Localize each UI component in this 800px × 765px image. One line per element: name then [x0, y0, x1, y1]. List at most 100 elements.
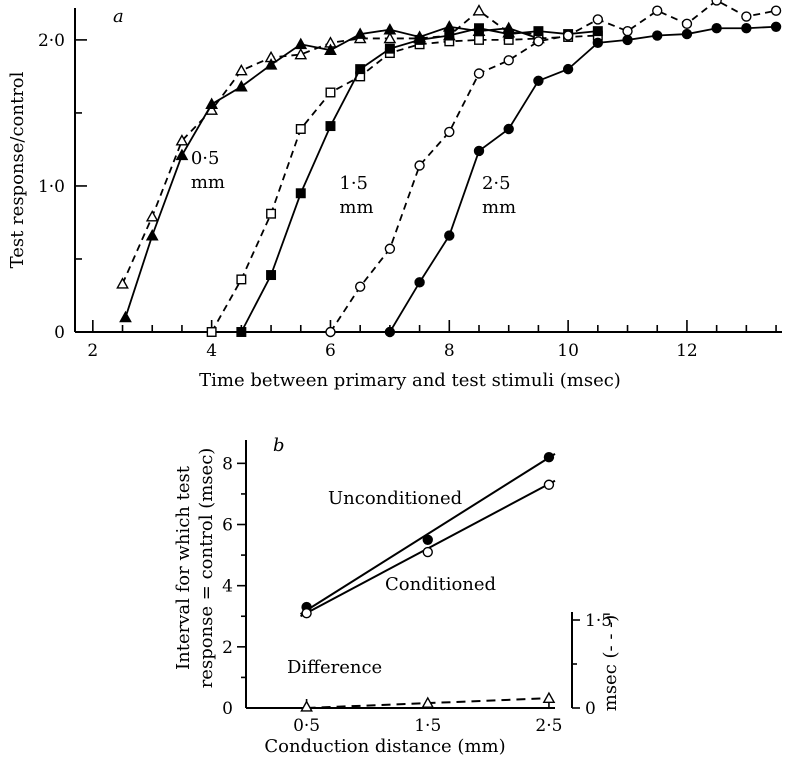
panel-a-x-tick-label: 2	[87, 341, 98, 361]
panel-a-series-5-point	[473, 145, 485, 157]
panel-a-annotation-0: mm	[191, 172, 225, 193]
panel-a-series-2-point	[206, 327, 217, 337]
panel-a-series-0-point	[234, 63, 248, 76]
panel-b-series-0-point	[543, 452, 555, 463]
panel-a-y-tick-label: 2·0	[38, 31, 65, 51]
panel-b-letter: b	[273, 435, 285, 456]
panel-a-series-3-point	[503, 29, 514, 40]
panel-a-series-4-line	[329, 0, 777, 333]
panel-a-series-0-point	[116, 277, 129, 289]
panel-a-series-2-point	[325, 87, 336, 98]
panel-a-x-tick-label: 8	[444, 341, 455, 361]
panel-b-y-label-line2: response = control (msec)	[196, 448, 217, 689]
panel-a-y-tick-label: 0	[54, 323, 65, 343]
panel-a-series-4-point	[711, 0, 722, 6]
panel-a-series-2-point	[236, 274, 247, 285]
panel-a-series-3-point	[592, 26, 603, 37]
panel-b-y-tick-label: 2	[222, 638, 233, 658]
panel-a-ticks: 2 4 6 8 10 12 0 1·0 2·0	[38, 31, 777, 361]
panel-a-letter: a	[113, 6, 124, 27]
panel-a-series-5-line	[389, 25, 777, 333]
panel-a-series-3-point	[444, 30, 455, 41]
panel-a-series-5-point	[711, 23, 722, 34]
panel-a-series-2-point	[474, 34, 484, 45]
panel-a-y-label: Test response/control	[7, 71, 28, 268]
panel-b-y-tick-label: 8	[222, 454, 233, 474]
panel-a-series-3-point	[236, 327, 247, 337]
panel-a-series-1-point	[324, 43, 337, 55]
panel-a-series-1-point	[294, 37, 308, 50]
panel-a-series-3-point	[355, 64, 366, 75]
panel-a-series-4-point	[354, 281, 366, 292]
panel-b-x-tick-label: 1·5	[414, 716, 441, 736]
panel-a-series-0-point	[294, 47, 308, 60]
panel-a-y-tick-label: 1·0	[38, 177, 65, 197]
series-label-difference: Difference	[287, 657, 382, 678]
panel-a-series-3-point	[384, 43, 395, 54]
panel-a-series-4-point	[652, 5, 663, 16]
panel-a-series-5-point	[562, 63, 574, 75]
panel-a-series-3-point	[414, 34, 425, 45]
panel-a-series-0-point	[472, 4, 486, 16]
panel-a-series-5-point	[681, 28, 693, 40]
panel-a-series-4-point	[384, 243, 396, 254]
panel-a-series-4-point	[592, 14, 604, 25]
panel-a-series-3-point	[266, 270, 277, 281]
panel-a-series-1-point	[145, 228, 159, 241]
panel-a-series-5-point	[592, 37, 604, 49]
panel-b-x-tick-label: 0·5	[293, 716, 320, 736]
panel-b-y-tick-label: 0	[222, 699, 233, 719]
panel-a-series-5-point	[622, 34, 633, 46]
panel-a-x-tick-label: 6	[325, 341, 336, 361]
panel-a-series-4-point	[681, 18, 693, 30]
panel-a-series-1-point	[119, 310, 132, 323]
panel-a-series-0-point	[175, 134, 189, 146]
panel-a-series-1-point	[264, 58, 278, 70]
panel-a-series-3-point	[325, 121, 336, 132]
panel-b-series-1-point	[422, 546, 433, 558]
panel-a-x-tick-label: 12	[676, 341, 698, 361]
panel-a-x-tick-label: 10	[557, 341, 579, 361]
panel-a-series-4-point	[533, 36, 544, 47]
panel-a-series-4-point	[622, 25, 633, 37]
panel-a-series-2-point	[295, 124, 306, 134]
panel-a-series-4-point	[444, 126, 455, 138]
panel-b-series-2-point	[542, 691, 556, 704]
panel-a-series-5-point	[384, 326, 396, 338]
series-label-unconditioned: Unconditioned	[328, 488, 462, 509]
panel-b-x-label: Conduction distance (mm)	[264, 736, 505, 757]
panel-a-series-5-point	[770, 21, 782, 32]
panel-a-series-5-point	[414, 277, 425, 288]
panel-a-series-4-point	[325, 326, 336, 338]
panel-a-x-tick-label: 4	[206, 341, 217, 361]
panel-a-series-4-point	[741, 11, 752, 22]
panel-a-annotation-2: mm	[482, 197, 516, 218]
panel-a-series-1-point	[442, 20, 456, 32]
panel-b-series	[299, 452, 556, 712]
panel-b-series-0-point	[422, 534, 433, 546]
panel-a-annotation-1: mm	[339, 197, 373, 218]
panel-a-annotation-2: 2·5	[482, 173, 511, 194]
panel-b-right-tick-label: 0	[585, 699, 596, 719]
panel-a-series-4-point	[770, 5, 782, 16]
panel-a-series-5-point	[503, 123, 514, 135]
panel-a-series	[116, 0, 782, 338]
panel-b-series-1-point	[543, 479, 555, 490]
series-label-conditioned: Conditioned	[385, 574, 496, 595]
panel-b-right-axis-label: msec (- - -)	[600, 615, 621, 712]
panel-a-annotation-0: 0·5	[191, 148, 220, 169]
panel-a-series-1-point	[353, 27, 367, 39]
panel-b: b 0·5 1·5 2·5 0 2 4 6 8 0 1·5 Unconditioned Condi…	[173, 435, 621, 757]
panel-a-series-1-point	[175, 148, 189, 161]
panel-a-series-0-point	[145, 210, 159, 222]
panel-a: a 2 4 6 8 10 12 0 1·0 2·0 0·5 mm 1·5 mm 2·5 mm Time b…	[7, 0, 782, 391]
panel-b-right-tick-label: 1·5	[585, 611, 612, 631]
panel-a-series-3-point	[474, 23, 484, 34]
panel-b-x-tick-label: 2·5	[535, 716, 562, 736]
panel-a-series-4-point	[473, 68, 485, 79]
panel-a-series-1-point	[383, 23, 397, 35]
panel-a-series-2-point	[266, 208, 277, 219]
panel-a-series-0-point	[383, 31, 397, 44]
panel-b-y-tick-label: 4	[222, 577, 233, 597]
